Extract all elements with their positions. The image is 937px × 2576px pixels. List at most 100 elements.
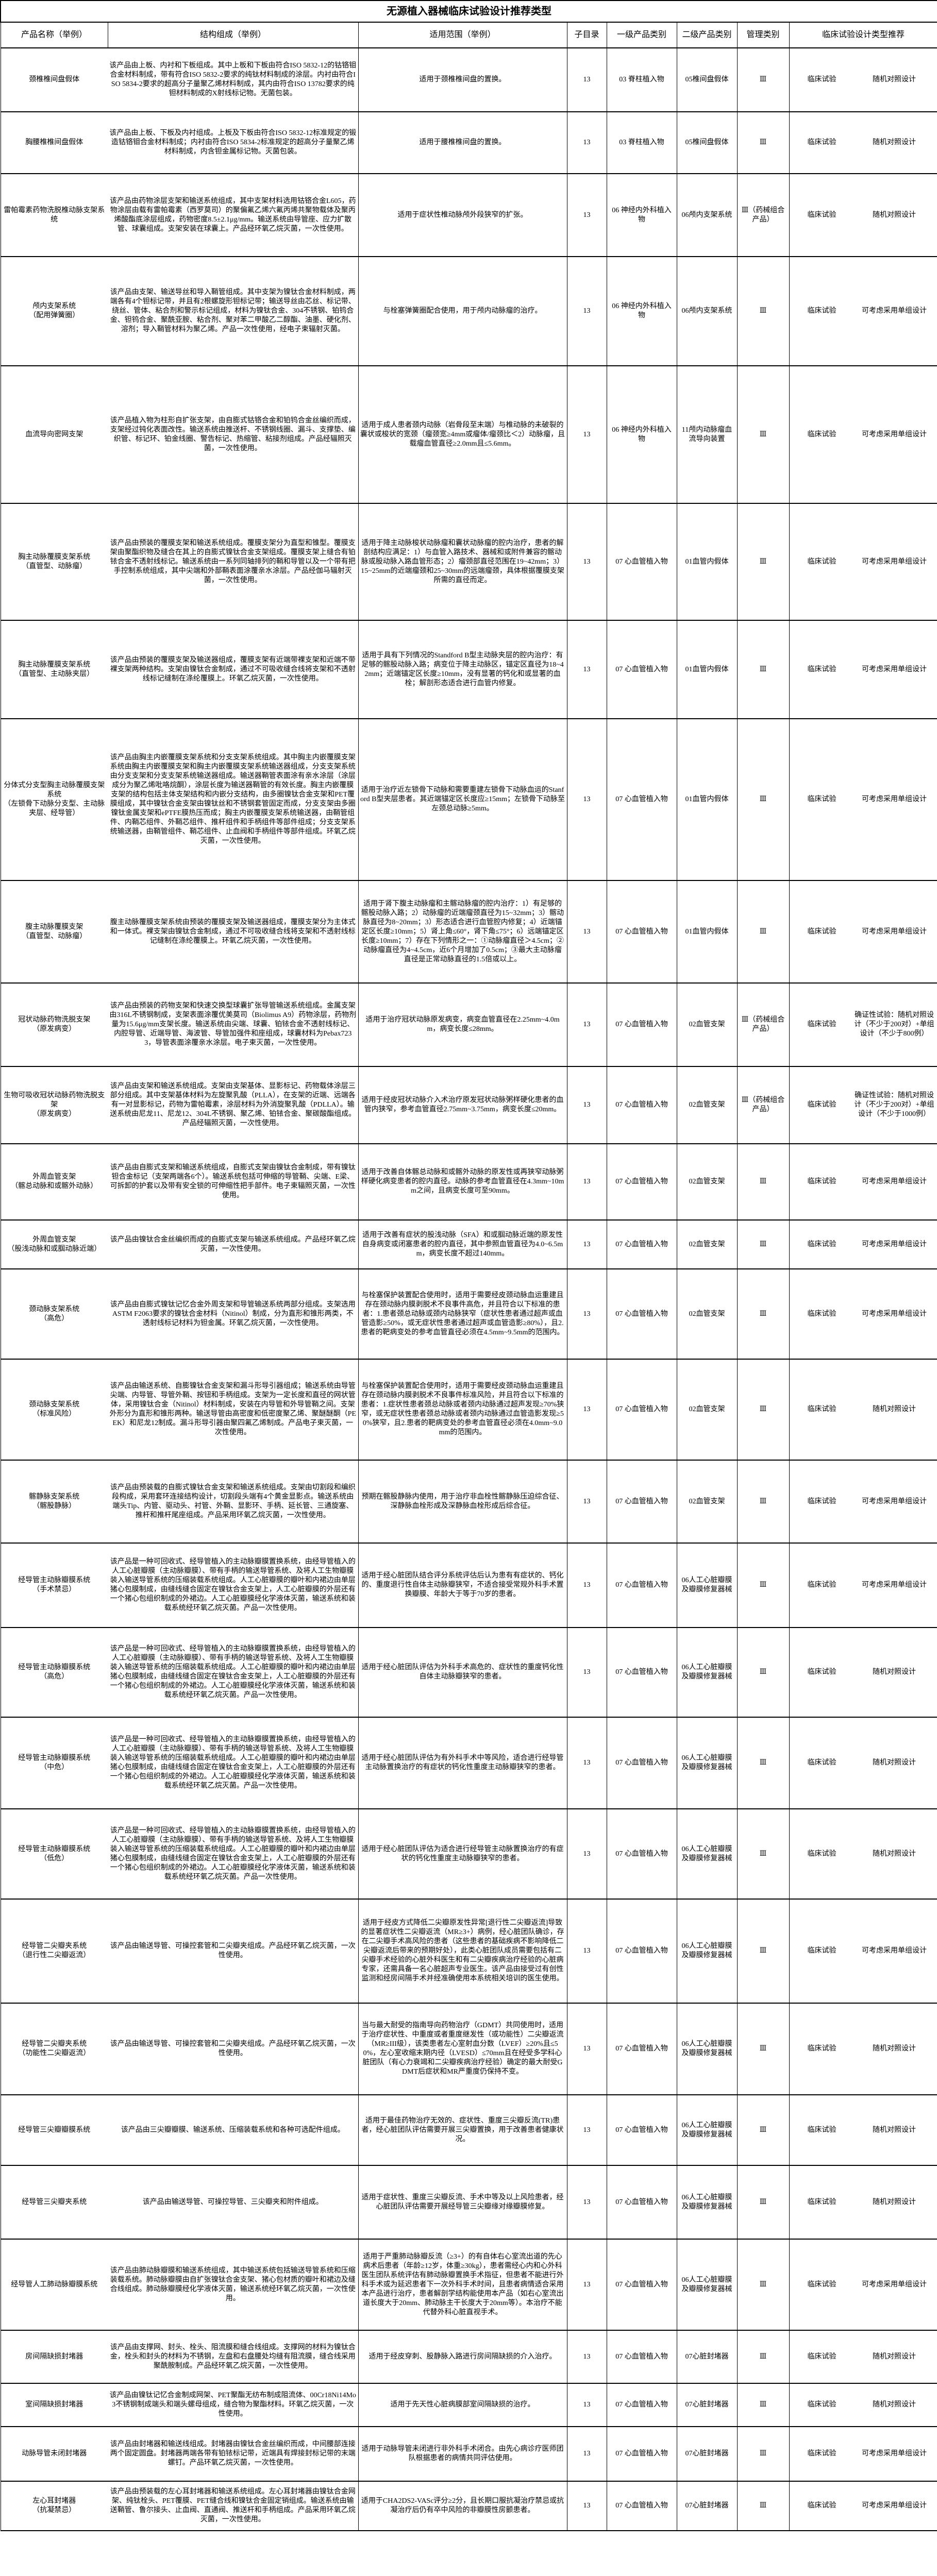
category-2-cell: 05椎间盘假体 [676, 48, 738, 112]
subdirectory-cell: 13 [566, 2095, 607, 2165]
subdirectory-cell: 13 [566, 2383, 607, 2427]
header-row: 产品名称（举例） 结构组成（举例） 适用范围（举例） 子目录 一级产品类别 二级产品类别管… [0, 22, 937, 48]
design-type: 可考虑采用单组设计 [862, 927, 927, 936]
trial-design-wrap: 临床试验 随机对照设计 [791, 2126, 936, 2135]
management-class-cell: Ⅲ [737, 2165, 790, 2239]
category-2-cell: 06人工心脏瓣膜及瓣膜修复器械 [676, 1543, 738, 1628]
trial-design-cell: 临床试验 可考虑采用单组设计 [789, 2481, 937, 2531]
subdirectory-cell: 13 [566, 2165, 607, 2239]
trial-type: 临床试验 [807, 1581, 836, 1589]
design-type: 可考虑采用单组设计 [862, 795, 927, 803]
trial-design-wrap: 临床试验 可考虑采用单组设计 [791, 1310, 936, 1319]
table-row: 经导管主动脉瓣膜系统 （高危） 该产品是一种可回收式、经导管植入的主动脉瓣膜置换系… [0, 1628, 937, 1717]
trial-design-wrap: 临床试验 可考虑采用单组设计 [791, 665, 936, 674]
product-name-cell: 外周血管支架 （髂总动脉和或髂外动脉） [0, 1144, 108, 1220]
table-row: 动脉导管未闭封堵器 该产品由封堵器和输送线组成。封堵器由镍钛合金丝编织而成，中间腰… [0, 2427, 937, 2481]
trial-design-wrap: 临床试验 可考虑采用单组设计 [791, 1177, 936, 1187]
scope-cell: 适用于经皮穿刺、股静脉入路进行房间隔缺损的介入治疗。 [358, 2330, 567, 2383]
trial-design-wrap: 临床试验 随机对照设计 [791, 211, 936, 220]
table-row: 经导管人工肺动脉瓣膜系统 该产品由肺动脉瓣膜和输送系统组成，其中输送系统包括输送导… [0, 2239, 937, 2330]
management-class-cell: Ⅲ（药械组合产品） [737, 1066, 790, 1144]
trial-design-cell: 临床试验 可考虑采用单组设计 [789, 1899, 937, 2003]
product-name-cell: 颅内支架系统 （配用弹簧圈） [0, 257, 108, 366]
category-2-cell: 02血管支架 [676, 1359, 738, 1460]
table-row: 雷帕霉素药物洗脱椎动脉支架系统 该产品由药物涂层支架和输送系统组成，其中支架材料选… [0, 174, 937, 257]
trial-type: 临床试验 [807, 2401, 836, 2409]
structure-cell: 该产品植入物为柱形自扩张支架，由自膨式钴铬合金和铂钨合金丝编织而成，支架经过钝化… [108, 366, 359, 503]
table-row: 颈椎椎间盘假体 该产品由上板、内衬和下板组成。其中上板和下板由符合ISO 5832… [0, 48, 937, 112]
trial-design-wrap: 临床试验 随机对照设计 [791, 75, 936, 84]
col-scope-header: 适用范围（举例） [358, 22, 567, 48]
management-class-cell: Ⅲ [737, 1809, 790, 1899]
trial-design-cell: 临床试验 可考虑采用单组设计 [789, 620, 937, 719]
trial-design-wrap: 临床试验 可考虑采用单组设计 [791, 1240, 936, 1249]
category-1-cell: 07 心血管植入物 [606, 1066, 677, 1144]
product-name-cell: 左心耳封堵器 （抗凝禁忌） [0, 2481, 108, 2531]
structure-cell: 该产品由支撑网、封头、栓头、阻流膜和缝合线组成。支撑网的材料为镍钛合金，栓头和封… [108, 2330, 359, 2383]
trial-type: 临床试验 [807, 2450, 836, 2458]
trial-type: 临床试验 [807, 2352, 836, 2361]
management-class-cell: Ⅲ [737, 503, 790, 620]
structure-cell: 该产品由肺动脉瓣膜和输送系统组成，其中输送系统包括输送导管系统和压缩装载系统。肺… [108, 2239, 359, 2330]
category-2-cell: 07心脏封堵器 [676, 2481, 738, 2531]
product-name-cell: 经导管主动脉瓣膜系统 （低危） [0, 1809, 108, 1899]
management-class-cell: Ⅲ [737, 2427, 790, 2481]
table-row: 颈动脉支架系统 （标准风险） 该产品由输送系统、自膨镍钛合金支架和漏斗形导引器组成… [0, 1359, 937, 1460]
category-1-cell: 06 神经内外科植入物 [606, 174, 677, 257]
trial-design-wrap: 临床试验 随机对照设计 [791, 1668, 936, 1677]
management-class-cell: Ⅲ [737, 1628, 790, 1717]
structure-cell: 该产品由预装载的自膨式镍钛合金支架和输送系统组成。支架由切割段和编织段构成，采用… [108, 1460, 359, 1543]
trial-design-wrap: 临床试验 可考虑采用单组设计 [791, 2449, 936, 2459]
trial-type: 临床试验 [807, 1178, 836, 1185]
table-row: 房间隔缺损封堵器 该产品由支撑网、封头、栓头、阻流膜和缝合线组成。支撑网的材料为镍… [0, 2330, 937, 2383]
category-2-cell: 06颅内支架系统 [676, 174, 738, 257]
category-1-cell: 07 心血管植入物 [606, 1144, 677, 1220]
trial-design-cell: 临床试验 可考虑采用单组设计 [789, 503, 937, 620]
subdirectory-cell: 13 [566, 1628, 607, 1717]
category-2-cell: 01血管内假体 [676, 620, 738, 719]
category-1-cell: 07 心血管植入物 [606, 503, 677, 620]
subdirectory-cell: 13 [566, 1460, 607, 1543]
management-class-cell: Ⅲ [737, 880, 790, 983]
category-2-cell: 06人工心脏瓣膜及瓣膜修复器械 [676, 1628, 738, 1717]
table-row: 分体式分支型胸主动脉覆膜支架系统 （左锁骨下动脉分支型、主动脉夹层、经导管） 该产… [0, 719, 937, 880]
scope-cell: 适用于经皮方式降低二尖瓣原发性异常[退行性二尖瓣返流]导致的显著症状性二尖瓣返流… [358, 1899, 567, 2003]
structure-cell: 该产品由上板、下板及内衬组成。上板及下板由符合ISO 5832-12标准规定的锻… [108, 112, 359, 174]
design-type: 可考虑采用单组设计 [862, 2280, 927, 2289]
scope-cell: 适用于症状性、重度三尖瓣反流、手术中等及以上风险患者，经心脏团队评估需要开展经导… [358, 2165, 567, 2239]
subdirectory-cell: 13 [566, 1717, 607, 1809]
design-type: 可考虑采用单组设计 [862, 307, 927, 315]
trial-design-cell: 临床试验 随机对照设计 [789, 2165, 937, 2239]
structure-cell: 该产品由自膨式镍钛记忆合金外周支架和导管输送系统两部分组成。支架选用ASTM F… [108, 1269, 359, 1359]
product-name-cell: 颈椎椎间盘假体 [0, 48, 108, 112]
scope-cell: 与栓塞弹簧圈配合使用，用于颅内动脉瘤的治疗。 [358, 257, 567, 366]
scope-cell: 与栓塞保护装置配合使用时，适用于需要经皮颈动脉血运重建且存在颈动脉内膜剥脱术不良… [358, 1269, 567, 1359]
management-class-cell: Ⅲ [737, 48, 790, 112]
category-1-cell: 07 心血管植入物 [606, 2383, 677, 2427]
subdirectory-cell: 13 [566, 503, 607, 620]
scope-cell: 适用于治疗冠状动脉原发病变，病变血管直径在2.25mm~4.0mm，病变长度≤2… [358, 983, 567, 1066]
trial-type: 临床试验 [807, 1405, 836, 1413]
structure-cell: 该产品由预装的药物支架和快速交换型球囊扩张导管输送系统组成。金属支架由316L不… [108, 983, 359, 1066]
product-name-cell: 房间隔缺损封堵器 [0, 2330, 108, 2383]
trial-type: 临床试验 [807, 557, 836, 566]
subdirectory-cell: 13 [566, 2330, 607, 2383]
col-structure-header: 结构组成（举例） [107, 22, 359, 48]
design-type: 可考虑采用单组设计 [862, 1240, 927, 1248]
scope-cell: 适用于经心脏团队评估为有外科手术中等风险，适合进行经导管主动脉置换治疗的有症状的… [358, 1717, 567, 1809]
trial-type: 临床试验 [807, 665, 836, 673]
product-name-cell: 胸主动脉覆膜支架系统 （直管型、主动脉夹层） [0, 620, 108, 719]
category-2-cell: 06人工心脏瓣膜及瓣膜修复器械 [676, 2095, 738, 2165]
category-2-cell: 01血管内假体 [676, 880, 738, 983]
scope-cell: 适用于经心脏团队结合评分系统评估后认为患有有症状的、钙化的、重度退行性自体主动脉… [358, 1543, 567, 1628]
category-1-cell: 07 心血管植入物 [606, 1269, 677, 1359]
trial-design-wrap: 临床试验 可考虑采用单组设计 [791, 430, 936, 439]
trial-type: 临床试验 [807, 1101, 836, 1109]
structure-cell: 该产品是一种可回收式、经导管植入的主动脉瓣膜置换系统，由经导管植入的人工心脏瓣膜… [108, 1717, 359, 1809]
management-class-cell: Ⅲ [737, 257, 790, 366]
management-class-cell: Ⅲ [737, 2239, 790, 2330]
table-row: 腹主动脉覆膜支架 （直管型、动脉瘤） 腹主动脉覆膜支架系统由预装的覆膜支架及输送器… [0, 880, 937, 983]
category-1-cell: 06 神经内外科植入物 [606, 366, 677, 503]
product-name-cell: 经导管二尖瓣夹系统 （功能性二尖瓣返流） [0, 2003, 108, 2095]
trial-type: 临床试验 [807, 795, 836, 803]
